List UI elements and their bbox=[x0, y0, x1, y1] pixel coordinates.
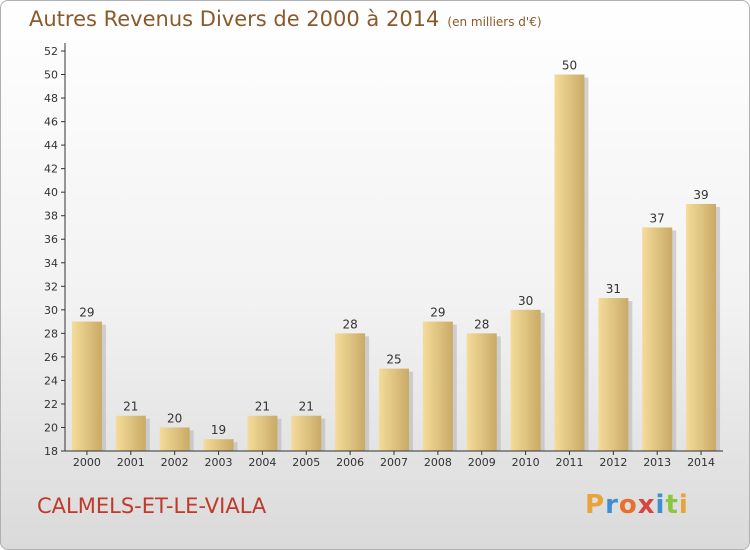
proxiti-logo: Proxiti bbox=[585, 490, 689, 520]
bar-value-label: 30 bbox=[518, 294, 533, 308]
x-tick-label: 2011 bbox=[555, 456, 583, 469]
bar-value-label: 28 bbox=[474, 317, 489, 331]
bar bbox=[159, 427, 190, 451]
y-tick-label: 24 bbox=[44, 374, 58, 387]
logo-letter: i bbox=[678, 490, 689, 520]
bar-value-label: 37 bbox=[650, 211, 665, 225]
bar bbox=[554, 74, 585, 451]
x-tick-label: 2014 bbox=[687, 456, 715, 469]
y-tick-label: 18 bbox=[44, 445, 58, 458]
x-tick-label: 2012 bbox=[599, 456, 627, 469]
bar bbox=[291, 415, 322, 451]
bar-value-label: 28 bbox=[342, 317, 357, 331]
bar bbox=[71, 321, 102, 451]
bar bbox=[247, 415, 278, 451]
y-tick-label: 32 bbox=[44, 280, 58, 293]
y-tick-label: 38 bbox=[44, 210, 58, 223]
y-tick-label: 22 bbox=[44, 398, 58, 411]
commune-name: CALMELS-ET-LE-VIALA bbox=[37, 494, 267, 518]
bar bbox=[422, 321, 453, 451]
y-tick-label: 36 bbox=[44, 233, 58, 246]
x-tick-label: 2003 bbox=[205, 456, 233, 469]
bar-value-label: 21 bbox=[123, 400, 138, 414]
bar-value-label: 21 bbox=[299, 400, 314, 414]
x-tick-label: 2005 bbox=[292, 456, 320, 469]
bar-value-label: 29 bbox=[430, 306, 445, 320]
bar bbox=[379, 368, 409, 451]
x-tick-label: 2009 bbox=[468, 456, 496, 469]
chart-title-text: Autres Revenus Divers de 2000 à 2014 bbox=[29, 7, 440, 31]
bar bbox=[466, 333, 497, 451]
bar bbox=[335, 333, 366, 451]
bar-value-label: 25 bbox=[386, 353, 401, 367]
bar bbox=[203, 439, 234, 451]
y-tick-label: 44 bbox=[44, 139, 58, 152]
bar bbox=[642, 227, 673, 451]
y-tick-label: 34 bbox=[44, 257, 58, 270]
logo-letter: o bbox=[618, 490, 638, 520]
x-tick-label: 2004 bbox=[248, 456, 276, 469]
bar-value-label: 31 bbox=[606, 282, 621, 296]
bar bbox=[686, 203, 717, 451]
bar-value-label: 21 bbox=[255, 400, 270, 414]
y-tick-label: 40 bbox=[44, 186, 58, 199]
y-tick-label: 26 bbox=[44, 351, 58, 364]
x-tick-label: 2010 bbox=[512, 456, 540, 469]
bar-value-label: 39 bbox=[693, 188, 708, 202]
bar bbox=[510, 309, 541, 451]
logo-letter: r bbox=[605, 490, 619, 520]
y-tick-label: 20 bbox=[44, 421, 58, 434]
y-tick-label: 28 bbox=[44, 327, 58, 340]
bar-value-label: 20 bbox=[167, 411, 182, 425]
x-tick-label: 2001 bbox=[117, 456, 145, 469]
x-tick-label: 2007 bbox=[380, 456, 408, 469]
chart-title: Autres Revenus Divers de 2000 à 2014 (en … bbox=[29, 7, 542, 31]
bar bbox=[115, 415, 146, 451]
bar-value-label: 29 bbox=[79, 306, 94, 320]
chart-unit: (en milliers d'€) bbox=[447, 15, 542, 29]
y-tick-label: 42 bbox=[44, 163, 58, 176]
x-tick-label: 2006 bbox=[336, 456, 364, 469]
bar-value-label: 50 bbox=[562, 59, 577, 73]
x-tick-label: 2008 bbox=[424, 456, 452, 469]
bar bbox=[598, 298, 629, 451]
logo-letter: i bbox=[655, 490, 666, 520]
logo-letter: x bbox=[637, 490, 656, 520]
logo-letter: P bbox=[585, 490, 606, 520]
x-tick-label: 2002 bbox=[161, 456, 189, 469]
y-tick-label: 52 bbox=[44, 45, 58, 58]
x-tick-label: 2013 bbox=[643, 456, 671, 469]
logo-letter: t bbox=[665, 490, 679, 520]
bar-value-label: 19 bbox=[211, 423, 226, 437]
x-tick-label: 2000 bbox=[73, 456, 101, 469]
y-tick-label: 50 bbox=[44, 69, 58, 82]
y-tick-label: 46 bbox=[44, 116, 58, 129]
y-tick-label: 48 bbox=[44, 92, 58, 105]
y-tick-label: 30 bbox=[44, 304, 58, 317]
